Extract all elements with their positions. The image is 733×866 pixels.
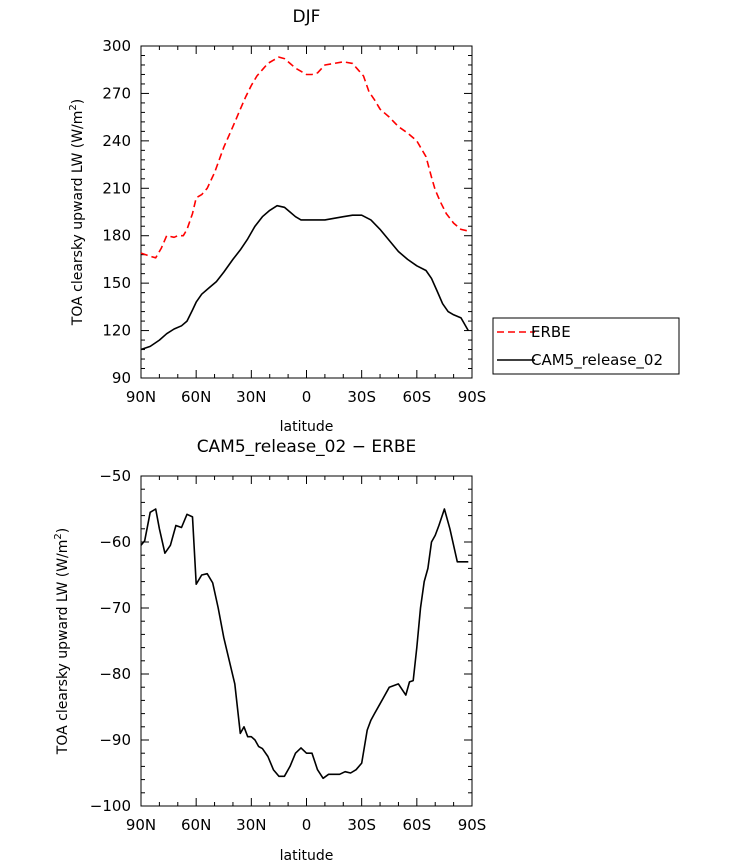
- chart-title: CAM5_release_02 − ERBE: [197, 437, 417, 457]
- y-tick-label: −50: [99, 467, 131, 485]
- x-axis-label: latitude: [280, 848, 334, 864]
- y-tick-label: 210: [102, 179, 131, 197]
- chart-djf: DJF 90N 60N 30N 0 30S 60S 90S 90 120 150 180 210 240 2…: [68, 7, 486, 435]
- y-tick-label: 150: [102, 274, 131, 292]
- series-line-cam5-release-02-erbe: [140, 508, 469, 780]
- x-tick-label: 90N: [126, 816, 156, 834]
- x-tick-label: 30S: [347, 816, 376, 834]
- x-tick-label: 60S: [403, 816, 432, 834]
- y-axis-label: TOA clearsky upward LW (W/m2): [68, 99, 86, 326]
- series-line-erbe: [140, 56, 469, 259]
- y-tick-label: −60: [99, 533, 131, 551]
- x-tick-label: 60N: [181, 816, 211, 834]
- x-tick-label: 60N: [181, 388, 211, 406]
- y-tick-label: −80: [99, 665, 131, 683]
- legend-label: ERBE: [531, 323, 571, 341]
- x-tick-label: 60S: [403, 388, 432, 406]
- y-tick-label: −70: [99, 599, 131, 617]
- y-tick-label: −100: [90, 797, 131, 815]
- x-tick-label: 30N: [236, 388, 266, 406]
- y-tick-label: 240: [102, 132, 131, 150]
- x-tick-label: 0: [302, 816, 312, 834]
- legend-label: CAM5_release_02: [531, 351, 663, 370]
- x-axis-label: latitude: [280, 419, 334, 435]
- x-tick-label: 90N: [126, 388, 156, 406]
- y-tick-label: 120: [102, 322, 131, 340]
- x-tick-label: 90S: [458, 816, 487, 834]
- plot-frame: [140, 475, 473, 807]
- legend-box: [492, 317, 680, 375]
- legend: ERBE CAM5_release_02: [492, 317, 680, 375]
- x-tick-label: 0: [302, 388, 312, 406]
- chart-difference: CAM5_release_02 − ERBE 90N 60N 30N 0 30S 60S 90…: [53, 437, 486, 864]
- x-tick-label: 90S: [458, 388, 487, 406]
- y-tick-label: 180: [102, 227, 131, 245]
- series-line-cam5-release-02: [140, 204, 469, 351]
- x-tick-label: 30S: [347, 388, 376, 406]
- chart-title: DJF: [293, 7, 321, 27]
- y-axis-label: TOA clearsky upward LW (W/m2): [53, 528, 71, 755]
- y-tick-label: 300: [102, 37, 131, 55]
- plot-frame: [140, 45, 473, 379]
- y-tick-label: 270: [102, 84, 131, 102]
- x-tick-label: 30N: [236, 816, 266, 834]
- y-tick-label: 90: [112, 369, 131, 387]
- y-tick-label: −90: [99, 731, 131, 749]
